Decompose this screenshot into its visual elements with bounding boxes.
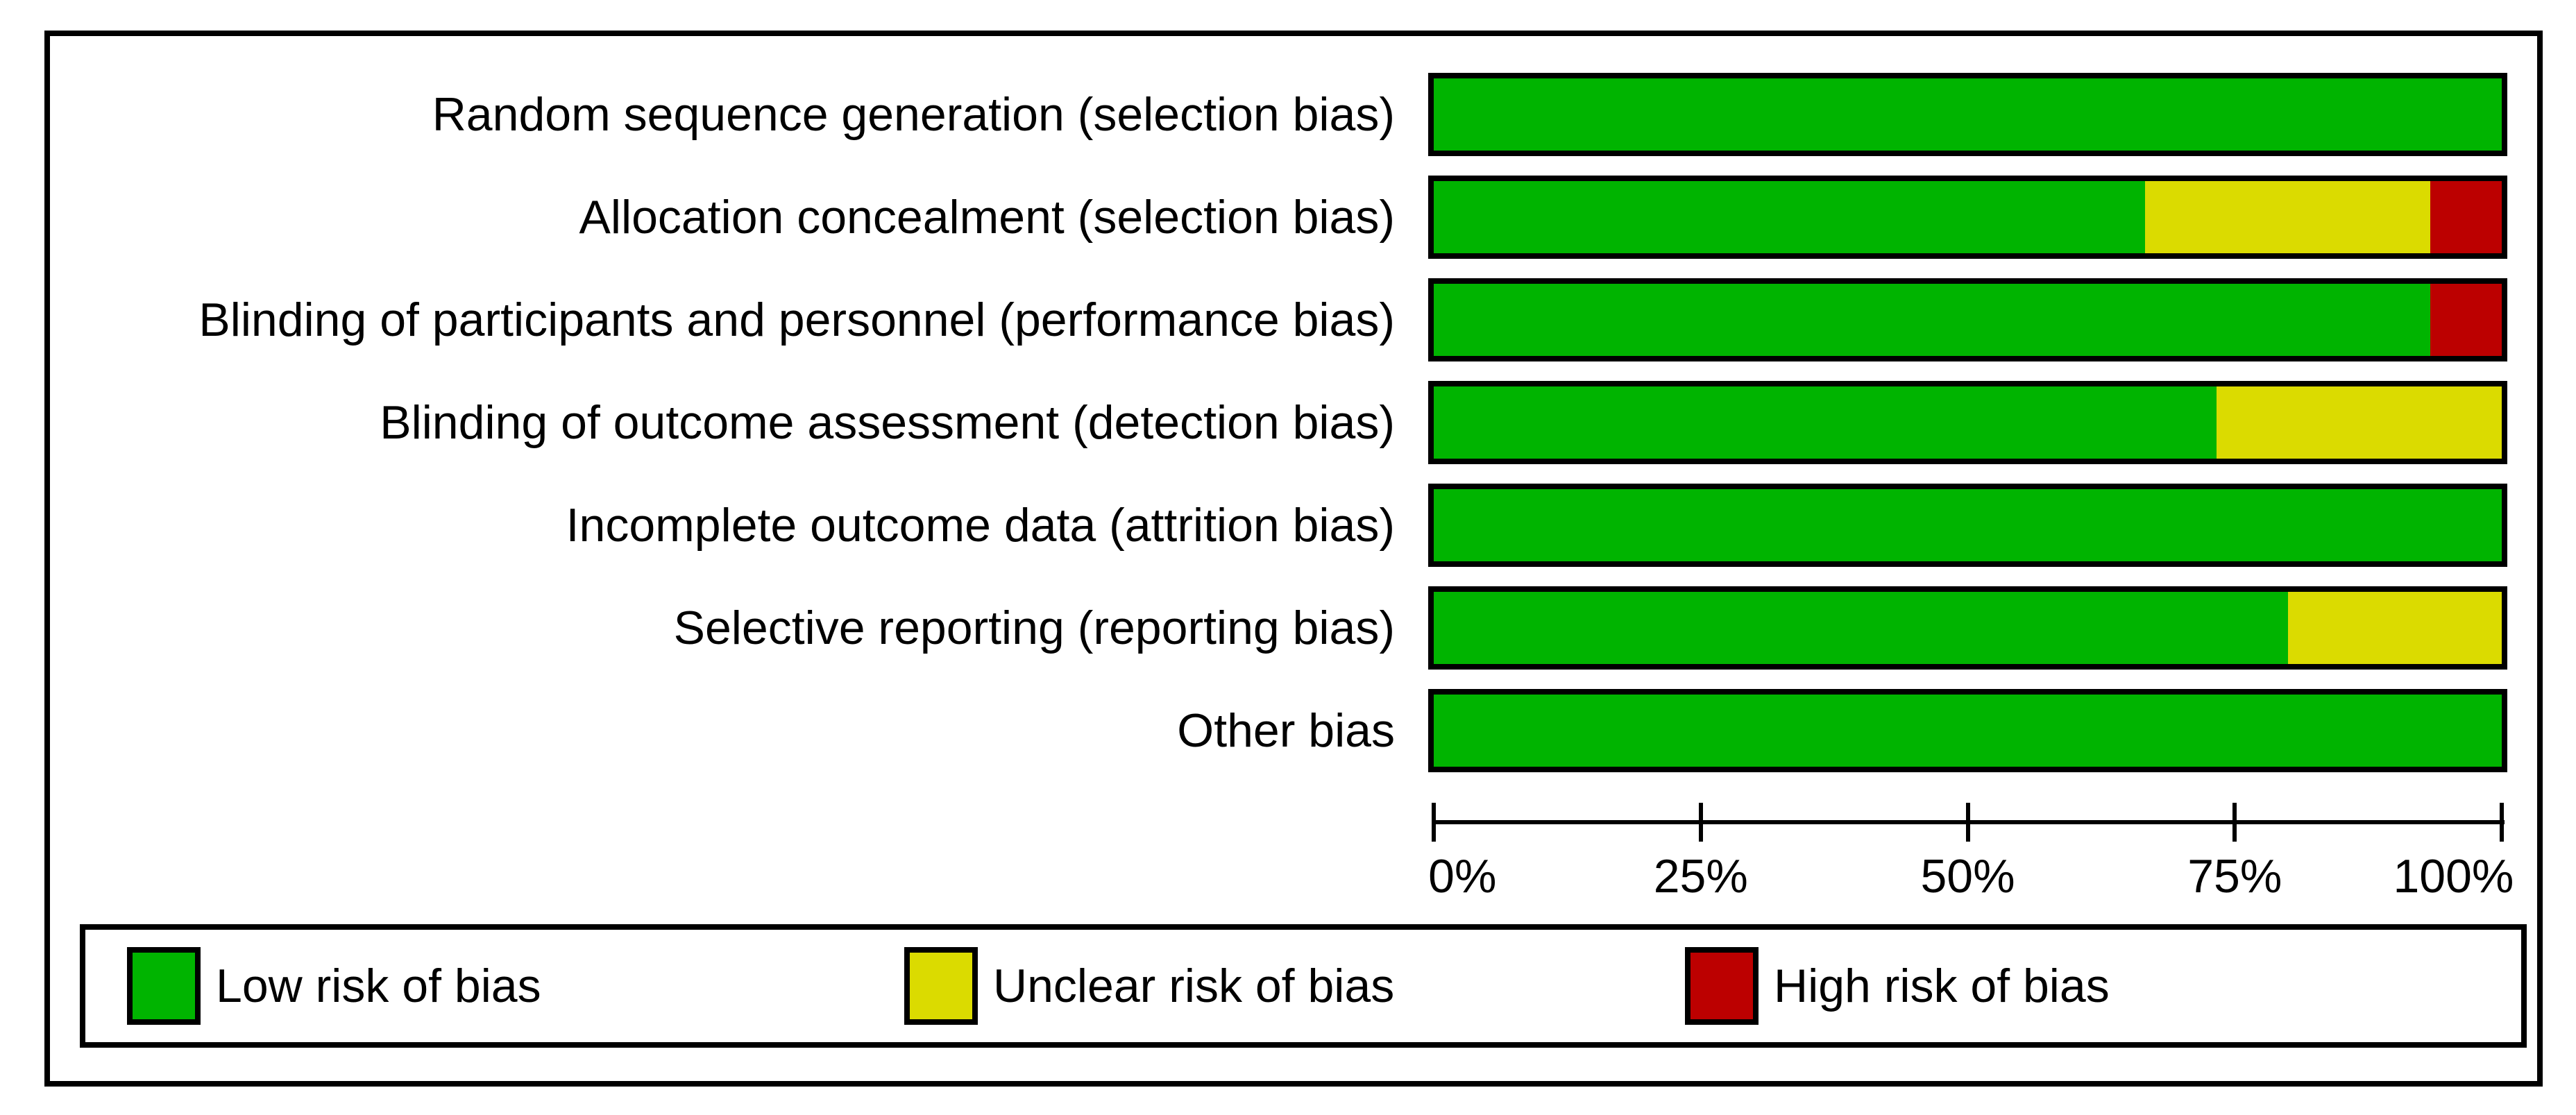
row-label: Selective reporting (reporting bias) [673, 602, 1395, 654]
stacked-bar [1428, 484, 2507, 567]
bar-segment-low [1434, 284, 2430, 356]
stacked-bar [1428, 381, 2507, 464]
axis-tick [2500, 803, 2504, 842]
legend-swatch-unclear [904, 947, 978, 1025]
bar-row: Allocation concealment (selection bias) [50, 176, 2537, 259]
row-label: Allocation concealment (selection bias) [579, 191, 1396, 244]
stacked-bar [1428, 689, 2507, 772]
bar-segment-low [1434, 181, 2146, 253]
bar-segment-high [2430, 181, 2502, 253]
stacked-bar [1428, 278, 2507, 361]
stacked-bar [1428, 73, 2507, 156]
bar-segment-unclear [2217, 386, 2502, 459]
legend-swatch-low [127, 947, 201, 1025]
bar-row: Blinding of outcome assessment (detectio… [50, 381, 2537, 464]
axis-tick-label: 0% [1428, 850, 1497, 903]
legend-item-low: Low risk of bias [127, 930, 541, 1042]
axis-tick [1432, 803, 1436, 842]
bar-segment-high [2430, 284, 2502, 356]
row-label: Blinding of outcome assessment (detectio… [380, 396, 1395, 449]
axis-tick-label: 75% [2187, 850, 2282, 903]
legend: Low risk of bias Unclear risk of bias High… [80, 924, 2527, 1048]
stacked-bar [1428, 176, 2507, 259]
bar-segment-low [1434, 386, 2217, 459]
bar-segment-low [1434, 695, 2502, 767]
axis-tick-label: 50% [1920, 850, 2015, 903]
axis-tick [1698, 803, 1703, 842]
axis-tick-label: 25% [1653, 850, 1748, 903]
row-label: Incomplete outcome data (attrition bias) [566, 499, 1395, 552]
bar-segment-unclear [2145, 181, 2430, 253]
bar-segment-low [1434, 592, 2289, 664]
row-label: Other bias [1177, 704, 1395, 757]
bar-row: Blinding of participants and personnel (… [50, 278, 2537, 361]
bar-segment-low [1434, 78, 2502, 151]
row-label: Random sequence generation (selection bi… [432, 88, 1395, 141]
legend-swatch-high [1685, 947, 1759, 1025]
row-label: Blinding of participants and personnel (… [198, 293, 1395, 346]
bar-row: Selective reporting (reporting bias) [50, 586, 2537, 670]
legend-label: Unclear risk of bias [993, 960, 1395, 1012]
axis-tick [2232, 803, 2237, 842]
bar-segment-low [1434, 489, 2502, 561]
bar-row: Random sequence generation (selection bi… [50, 73, 2537, 156]
legend-item-high: High risk of bias [1685, 930, 2110, 1042]
axis-tick [1965, 803, 1970, 842]
bar-segment-unclear [2288, 592, 2502, 664]
bar-row: Other bias [50, 689, 2537, 772]
chart-frame: Random sequence generation (selection bi… [44, 31, 2543, 1087]
axis-tick-label: 100% [2393, 850, 2514, 903]
bar-row: Incomplete outcome data (attrition bias) [50, 484, 2537, 567]
legend-item-unclear: Unclear risk of bias [904, 930, 1394, 1042]
legend-label: Low risk of bias [216, 960, 541, 1012]
legend-label: High risk of bias [1774, 960, 2110, 1012]
stacked-bar [1428, 586, 2507, 670]
